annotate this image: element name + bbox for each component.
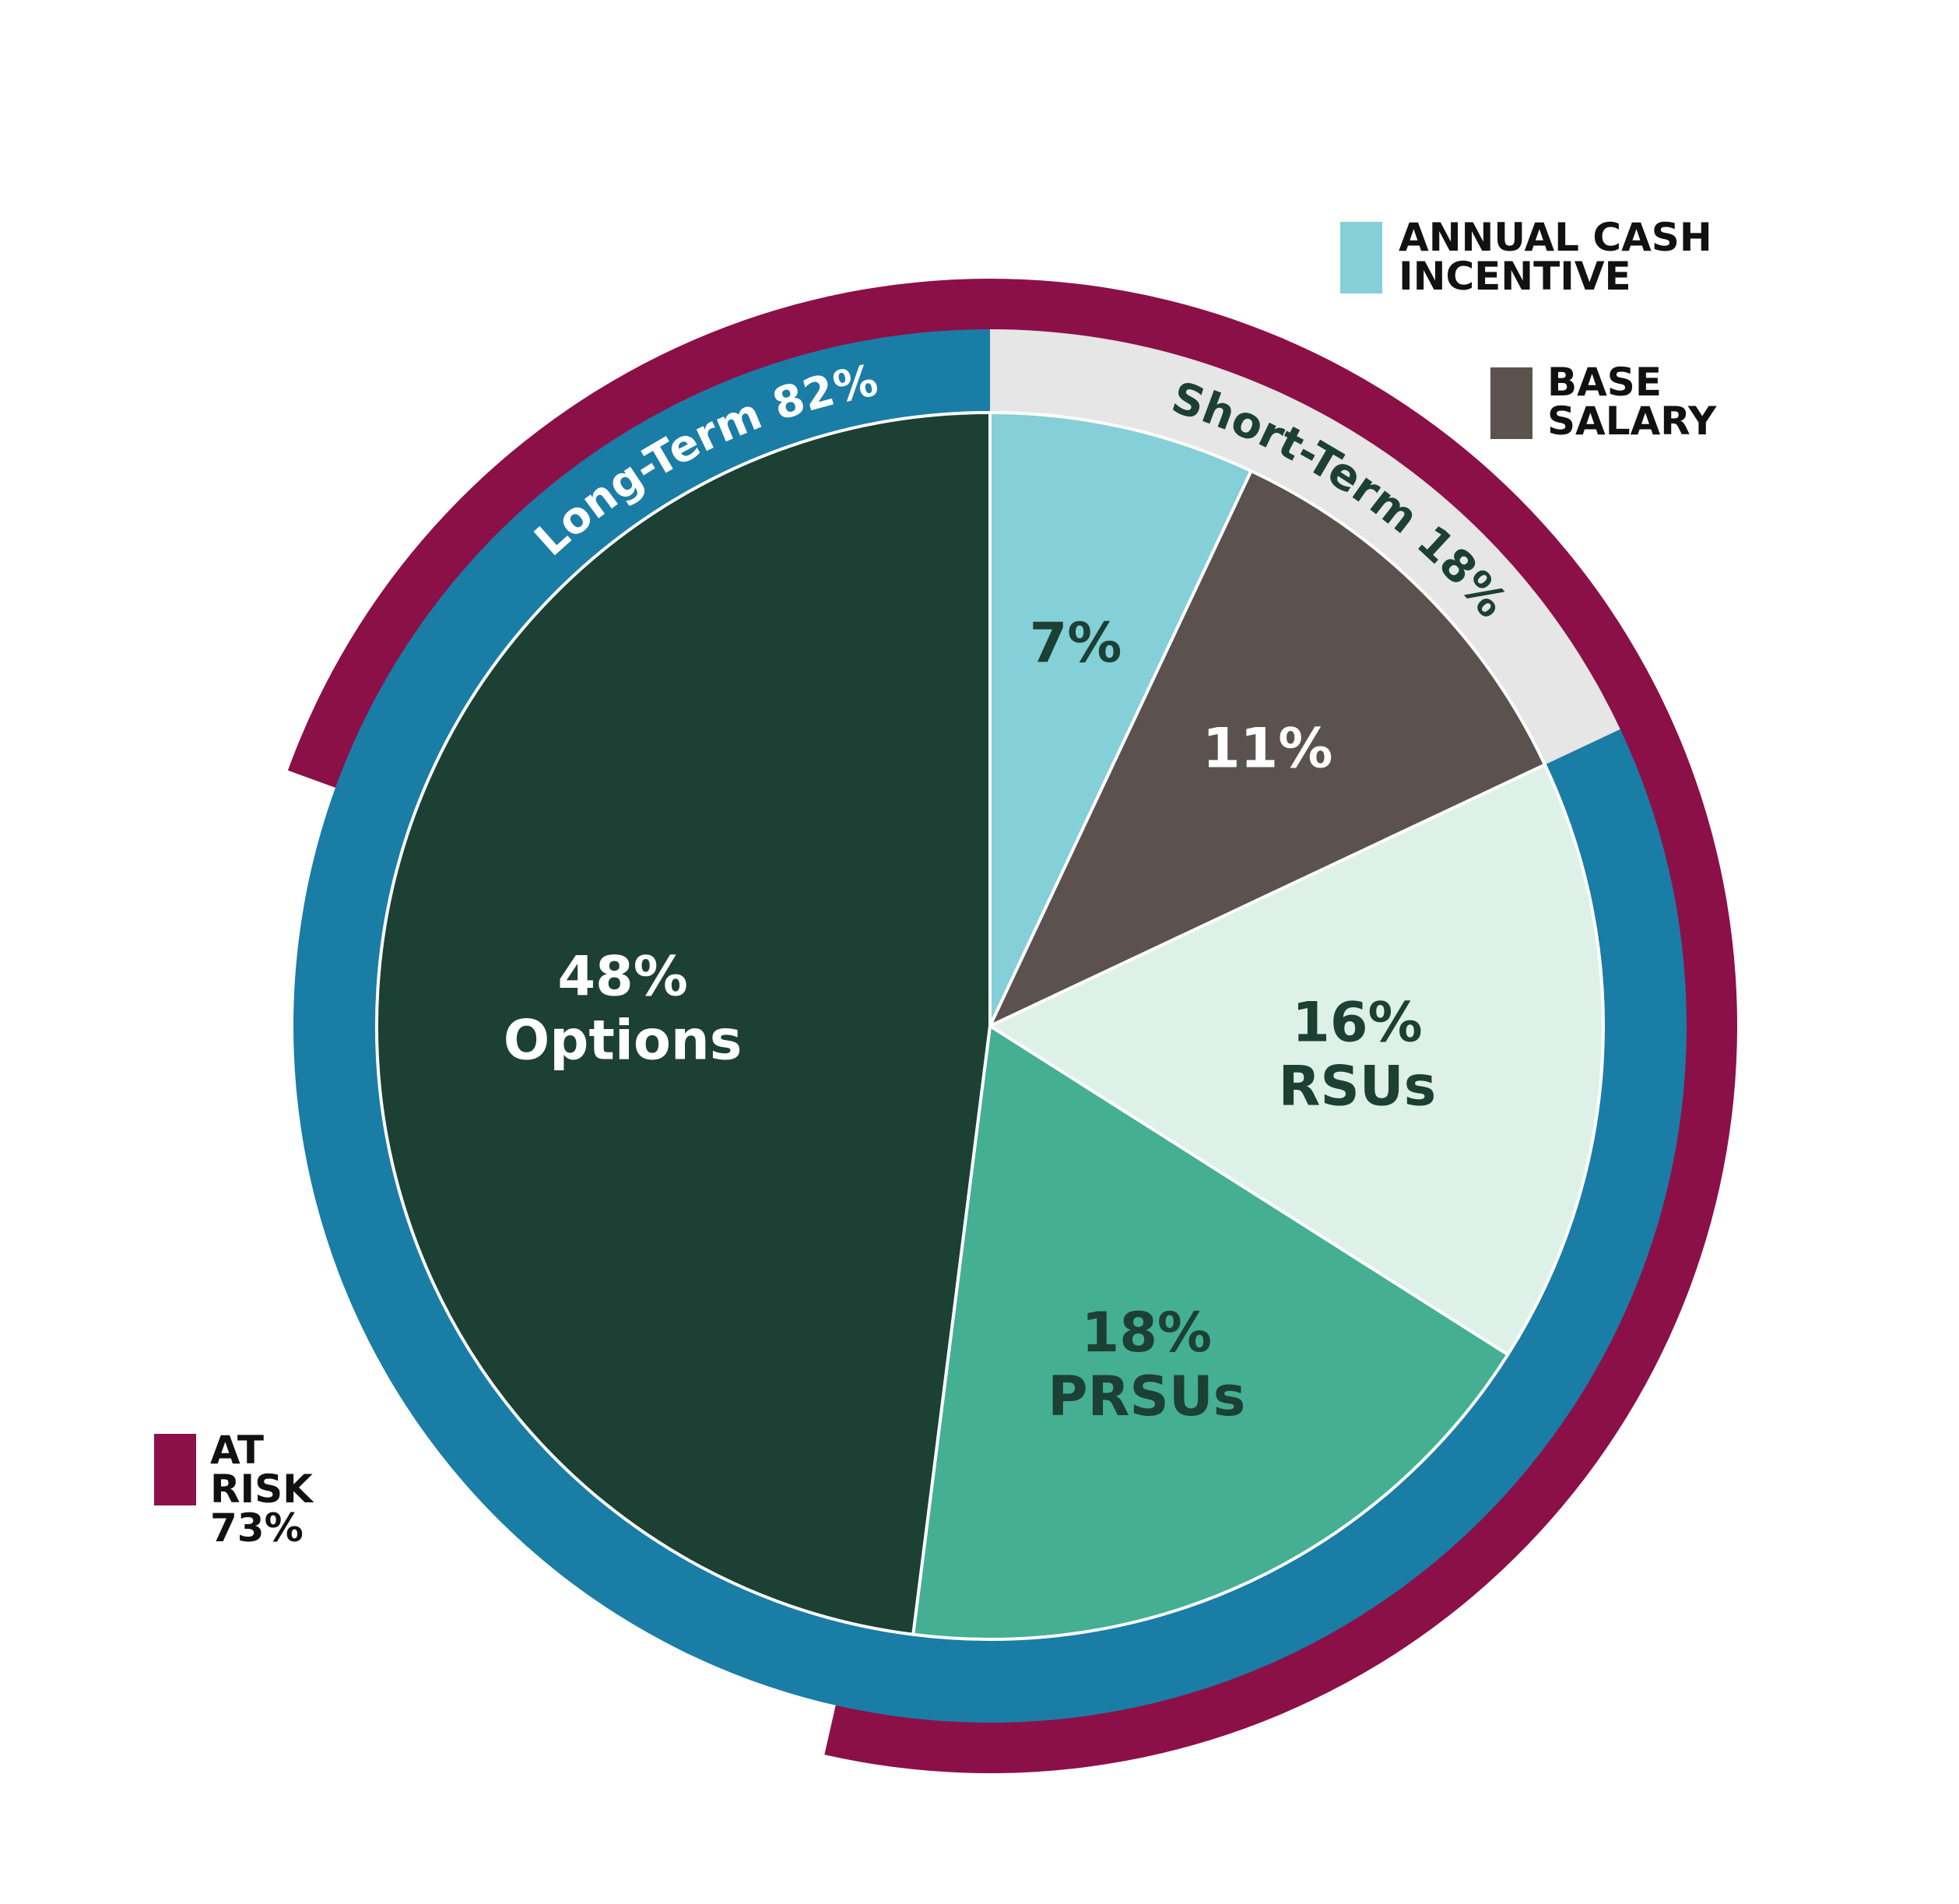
slice-category-label: PRSUs: [1048, 1365, 1245, 1428]
slice-value-label: 48%: [557, 944, 688, 1008]
legend-label: ANNUAL CASH: [1399, 215, 1712, 260]
slice-value-label: 18%: [1082, 1301, 1213, 1365]
legend-label: BASE: [1547, 360, 1662, 405]
slice-value-label: 7%: [1030, 611, 1122, 675]
pie-slices: [374, 411, 1605, 1641]
legend-label: INCENTIVE: [1399, 254, 1631, 299]
pie-slice-slice-1: [988, 411, 1253, 1028]
pie-slice-prsus: [911, 1024, 1510, 1641]
legend-label: 73%: [210, 1505, 304, 1551]
pie-slice-rsus: [988, 763, 1605, 1357]
legend-label: RISK: [210, 1467, 314, 1512]
slice-labels: 7% 11% 16%RSUs 18%PRSUs 48%Options: [504, 611, 1437, 1428]
slice-value-label: 16%: [1292, 991, 1423, 1055]
slice-category-label: RSUs: [1278, 1055, 1436, 1119]
legend-label: SALARY: [1547, 399, 1717, 444]
legend-label: AT: [210, 1428, 264, 1473]
legend-swatch: [1490, 367, 1532, 439]
legend-swatch: [154, 1434, 196, 1505]
legend-swatch: [1340, 222, 1382, 293]
slice-value-label: 11%: [1202, 716, 1333, 780]
pie-slice-options: [374, 411, 992, 1636]
slice-category-label: Options: [504, 1008, 743, 1072]
pie-slice-slice-2: [988, 469, 1546, 1028]
